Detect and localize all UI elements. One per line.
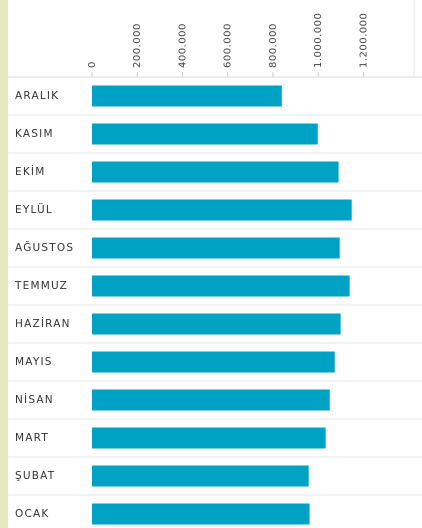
x-tick-label: 600.000 xyxy=(223,23,234,68)
bar xyxy=(92,85,282,107)
side-strip xyxy=(0,0,8,528)
category-label: MAYIS xyxy=(15,356,53,368)
category-label: EKİM xyxy=(15,165,45,178)
x-tick-label: 1.000.000 xyxy=(313,13,324,68)
category-label: ŞUBAT xyxy=(15,470,55,482)
category-label: HAZİRAN xyxy=(15,317,71,330)
bar xyxy=(92,465,309,487)
category-label: MART xyxy=(15,432,49,444)
category-label: OCAK xyxy=(15,508,49,520)
bar xyxy=(92,313,341,335)
category-label: NİSAN xyxy=(15,393,54,406)
category-label: AĞUSTOS xyxy=(15,241,74,254)
category-label: EYLÜL xyxy=(15,203,53,216)
bar xyxy=(92,123,318,145)
bar xyxy=(92,503,310,525)
bar xyxy=(92,199,352,221)
category-label: KASIM xyxy=(15,128,54,140)
x-tick-label: 400.000 xyxy=(177,23,188,68)
bar xyxy=(92,161,339,183)
bar xyxy=(92,275,350,297)
x-tick-label: 800.000 xyxy=(268,23,279,68)
x-tick-label: 0 xyxy=(87,61,98,68)
category-label: ARALIK xyxy=(15,90,59,102)
bar xyxy=(92,351,335,373)
bar xyxy=(92,389,330,411)
bar xyxy=(92,237,340,259)
category-label: TEMMUZ xyxy=(14,280,68,292)
x-tick-label: 1.200.000 xyxy=(358,13,369,68)
bar xyxy=(92,427,326,449)
x-tick-label: 200.000 xyxy=(132,23,143,68)
